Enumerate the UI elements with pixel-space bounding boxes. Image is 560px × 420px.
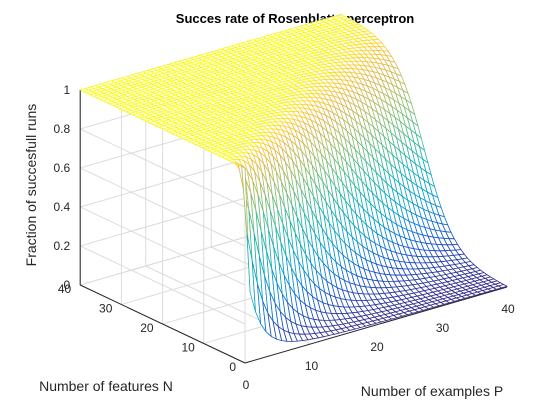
mesh-surface bbox=[79, 14, 509, 342]
y-tick-label: 10 bbox=[181, 341, 195, 355]
x-axis-line bbox=[244, 286, 508, 364]
mesh-cell bbox=[497, 284, 509, 289]
z-tick-label: 0.2 bbox=[54, 239, 71, 253]
axes-lines bbox=[79, 90, 508, 364]
x-tick-label: 30 bbox=[436, 321, 450, 335]
z-tick-label: 1 bbox=[64, 83, 71, 97]
y-axis-line bbox=[79, 284, 246, 364]
x-tick-label: 10 bbox=[305, 359, 319, 373]
y-axis-label: Number of features N bbox=[39, 378, 173, 394]
z-tick-label: 0.6 bbox=[54, 161, 71, 175]
x-tick-label: 20 bbox=[370, 340, 384, 354]
z-tick-label: 0.8 bbox=[54, 122, 71, 136]
y-tick-label: 30 bbox=[99, 302, 113, 316]
chart-title: Succes rate of Rosenblatts perceptron bbox=[176, 11, 414, 26]
x-axis-label: Number of examples P bbox=[361, 383, 503, 399]
x-tick-label: 0 bbox=[243, 378, 250, 392]
y-tick-label: 40 bbox=[58, 282, 72, 296]
y-tick-label: 20 bbox=[140, 321, 154, 335]
x-tick-label: 40 bbox=[501, 302, 515, 316]
z-tick-label: 0.4 bbox=[54, 200, 71, 214]
y-tick-label: 0 bbox=[229, 360, 236, 374]
z-axis-label: Fraction of succesfull runs bbox=[23, 104, 39, 267]
z-tick-label: 0 bbox=[64, 278, 71, 292]
